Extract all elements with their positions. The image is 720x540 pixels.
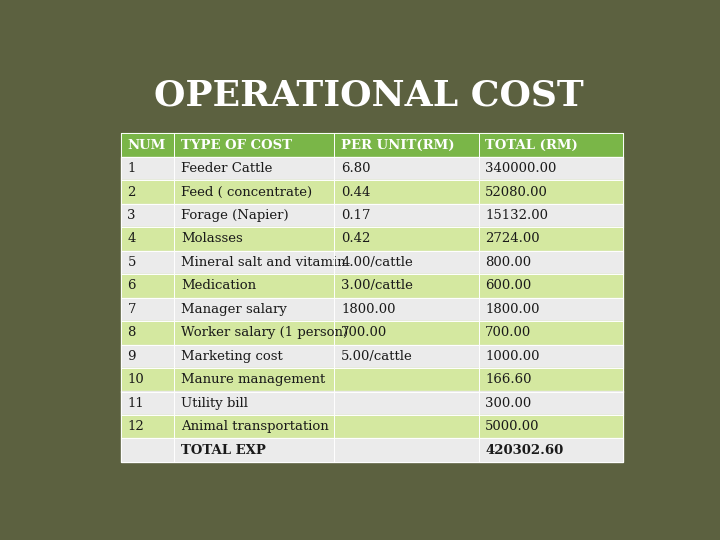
Text: 2: 2 [127,186,136,199]
Text: 6: 6 [127,279,136,293]
Text: Utility bill: Utility bill [181,397,248,410]
Bar [121,251,623,274]
Text: 0.42: 0.42 [341,233,371,246]
Bar [121,392,623,415]
Text: OPERATIONAL COST: OPERATIONAL COST [154,79,584,113]
Bar [121,345,623,368]
Text: 10: 10 [127,373,144,386]
Text: Marketing cost: Marketing cost [181,350,282,363]
Bar [121,438,623,462]
Text: 11: 11 [127,397,144,410]
Text: Worker salary (1 person): Worker salary (1 person) [181,326,348,339]
Bar [121,157,623,180]
Text: PER UNIT(RM): PER UNIT(RM) [341,139,454,152]
Text: 5: 5 [127,256,136,269]
Text: Molasses: Molasses [181,233,243,246]
Bar [121,133,623,157]
Text: 12: 12 [127,420,144,433]
Text: 1800.00: 1800.00 [341,303,395,316]
Text: Feeder Cattle: Feeder Cattle [181,162,272,175]
Text: 166.60: 166.60 [485,373,532,386]
Text: 6.80: 6.80 [341,162,371,175]
Text: 300.00: 300.00 [485,397,531,410]
Text: 52080.00: 52080.00 [485,186,548,199]
Text: 700.00: 700.00 [485,326,531,339]
Text: 3: 3 [127,209,136,222]
Text: 4: 4 [127,233,136,246]
Text: 5.00/cattle: 5.00/cattle [341,350,413,363]
Text: Mineral salt and vitamin: Mineral salt and vitamin [181,256,346,269]
Text: 600.00: 600.00 [485,279,531,293]
Text: Manager salary: Manager salary [181,303,287,316]
Text: 8: 8 [127,326,136,339]
Text: TYPE OF COST: TYPE OF COST [181,139,292,152]
Text: Animal transportation: Animal transportation [181,420,328,433]
Text: 1800.00: 1800.00 [485,303,540,316]
Bar [121,204,623,227]
Text: 9: 9 [127,350,136,363]
Bar [121,274,623,298]
Text: 15132.00: 15132.00 [485,209,549,222]
Text: NUM: NUM [127,139,166,152]
Bar [121,227,623,251]
Text: 7: 7 [127,303,136,316]
Text: TOTAL (RM): TOTAL (RM) [485,139,578,152]
Bar [121,368,623,392]
Text: 2724.00: 2724.00 [485,233,540,246]
Bar [121,415,623,438]
Text: 340000.00: 340000.00 [485,162,557,175]
Bar [121,180,623,204]
Bar [121,321,623,345]
Text: 3.00/cattle: 3.00/cattle [341,279,413,293]
Text: Forage (Napier): Forage (Napier) [181,209,289,222]
Text: 420302.60: 420302.60 [485,444,564,457]
Text: TOTAL EXP: TOTAL EXP [181,444,266,457]
Text: Manure management: Manure management [181,373,325,386]
Text: 5000.00: 5000.00 [485,420,540,433]
Text: 800.00: 800.00 [485,256,531,269]
Text: Feed ( concentrate): Feed ( concentrate) [181,186,312,199]
Text: 4.00/cattle: 4.00/cattle [341,256,413,269]
Text: 0.44: 0.44 [341,186,371,199]
Text: 0.17: 0.17 [341,209,371,222]
Text: 700.00: 700.00 [341,326,387,339]
Bar [121,298,623,321]
Text: 1000.00: 1000.00 [485,350,540,363]
Text: 1: 1 [127,162,136,175]
Text: Medication: Medication [181,279,256,293]
